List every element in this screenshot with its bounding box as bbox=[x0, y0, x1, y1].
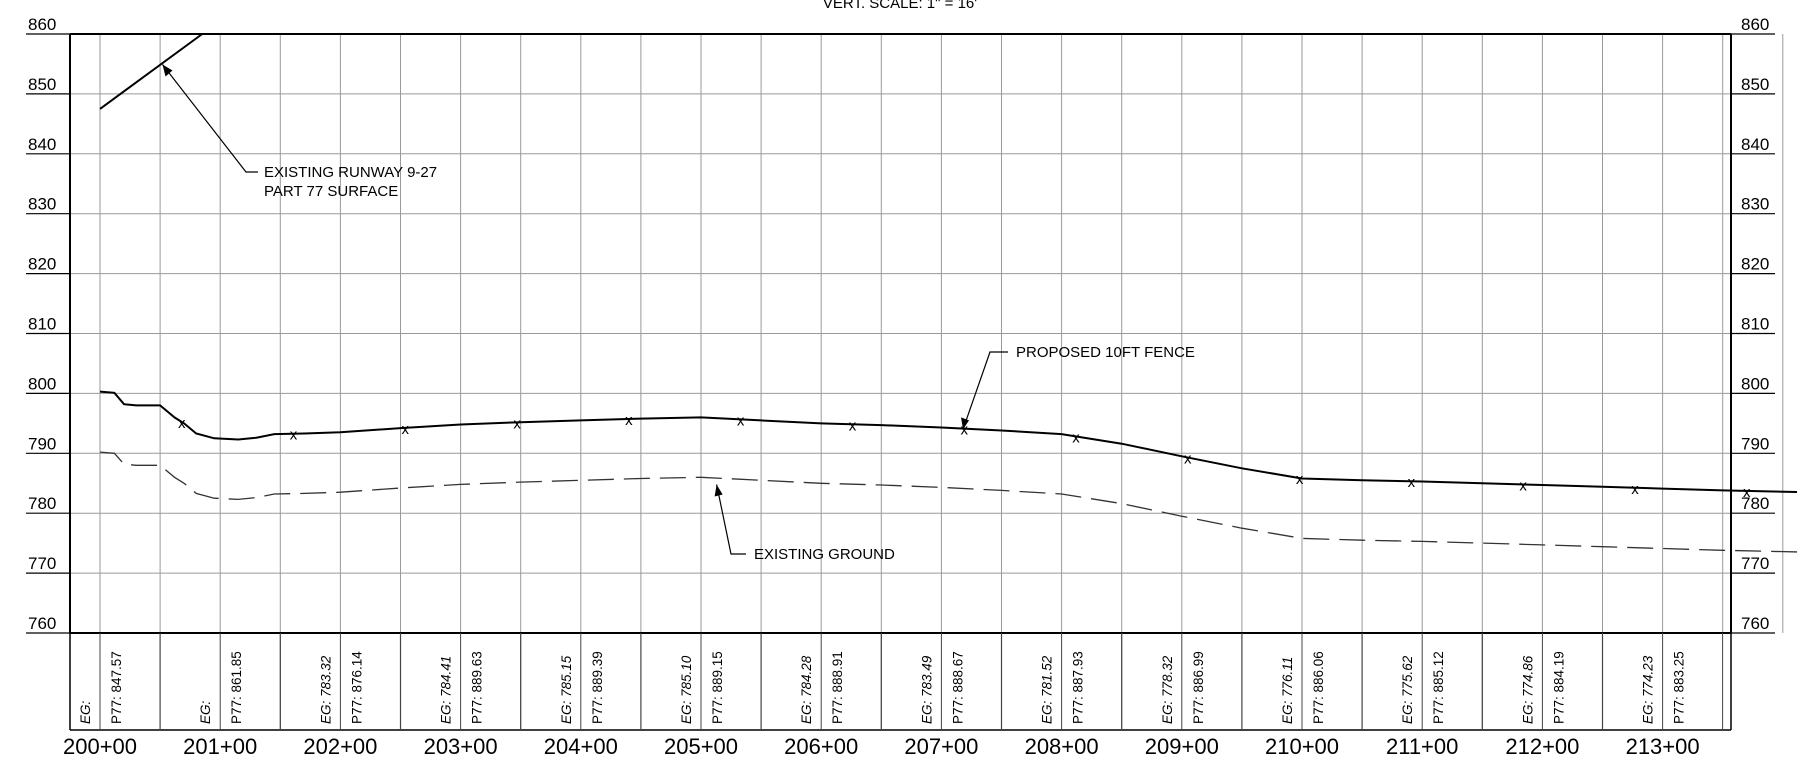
elev-label-right: 780 bbox=[1741, 494, 1769, 513]
station-label: 212+00 bbox=[1505, 734, 1579, 759]
elev-label-left: 820 bbox=[28, 255, 56, 274]
eg-value: EG: 778.32 bbox=[1160, 655, 1175, 724]
elev-label-right: 820 bbox=[1741, 255, 1769, 274]
fence-marker: x bbox=[737, 412, 745, 429]
eg-value: EG: 774.23 bbox=[1641, 655, 1656, 724]
p77-value: P77: 889.15 bbox=[710, 651, 725, 724]
station-label: 213+00 bbox=[1626, 734, 1700, 759]
station-label: 207+00 bbox=[904, 734, 978, 759]
fence-marker: x bbox=[1631, 481, 1639, 498]
p77-value: P77: 888.91 bbox=[830, 651, 845, 724]
fence-marker: x bbox=[1296, 471, 1304, 488]
station-label: 201+00 bbox=[183, 734, 257, 759]
station-label: 205+00 bbox=[664, 734, 738, 759]
eg-value: EG: 783.49 bbox=[919, 655, 934, 724]
ground-leader bbox=[716, 484, 746, 555]
existing-ground-line bbox=[99, 451, 1797, 553]
fence-marker: x bbox=[1519, 477, 1527, 494]
grid bbox=[69, 33, 1784, 634]
fence-marker: x bbox=[513, 415, 521, 432]
elev-label-left: 780 bbox=[28, 494, 56, 513]
runway-callout-text: PART 77 SURFACE bbox=[264, 183, 398, 200]
station-label: 206+00 bbox=[784, 734, 858, 759]
eg-value: EG: bbox=[78, 700, 93, 724]
p77-value: P77: 883.25 bbox=[1672, 651, 1687, 724]
station-label: 210+00 bbox=[1265, 734, 1339, 759]
runway-part77-line bbox=[99, 33, 203, 110]
series-group: x x x x x x x x x x x x x x x bbox=[99, 33, 1797, 553]
eg-value: EG: 775.62 bbox=[1400, 655, 1415, 724]
annotations: EXISTING RUNWAY 9-27 PART 77 SURFACE PROPO… bbox=[162, 64, 1195, 563]
elev-label-right: 760 bbox=[1741, 614, 1769, 633]
station-label: 204+00 bbox=[544, 734, 618, 759]
p77-value: P77: 887.93 bbox=[1071, 651, 1086, 724]
eg-value: EG: 784.41 bbox=[439, 656, 454, 724]
elev-label-right: 770 bbox=[1741, 554, 1769, 573]
elev-label-left: 850 bbox=[28, 75, 56, 94]
p77-value: P77: 876.14 bbox=[349, 651, 364, 724]
eg-value: EG: 774.86 bbox=[1520, 655, 1535, 724]
elev-label-left: 800 bbox=[28, 374, 56, 393]
proposed-fence-line bbox=[99, 390, 1797, 494]
p77-value: P77: 888.67 bbox=[950, 651, 965, 724]
elev-label-right: 790 bbox=[1741, 434, 1769, 453]
runway-leader bbox=[162, 64, 258, 173]
fence-leader bbox=[962, 351, 1008, 430]
p77-value: P77: 861.85 bbox=[229, 651, 244, 724]
station-label: 208+00 bbox=[1025, 734, 1099, 759]
elev-label-right: 810 bbox=[1741, 315, 1769, 334]
station-label: 202+00 bbox=[303, 734, 377, 759]
eg-value: EG: 785.15 bbox=[559, 655, 574, 724]
axis-labels: 860 860 850 850 840 840 830 830 820 820 810 810 800 8… bbox=[26, 15, 1775, 759]
runway-arrowhead bbox=[162, 64, 173, 77]
fence-callout-text: PROPOSED 10FT FENCE bbox=[1016, 344, 1195, 361]
eg-value: EG: bbox=[198, 700, 213, 724]
elev-label-right: 860 bbox=[1741, 15, 1769, 34]
elev-label-left: 770 bbox=[28, 554, 56, 573]
fence-marker: x bbox=[849, 417, 857, 434]
fence-marker: x bbox=[402, 421, 410, 438]
station-label: 203+00 bbox=[424, 734, 498, 759]
ground-arrowhead bbox=[714, 484, 723, 497]
fence-marker: x bbox=[1408, 474, 1416, 491]
eg-value: EG: 784.28 bbox=[799, 655, 814, 724]
runway-callout-text: EXISTING RUNWAY 9-27 bbox=[264, 164, 437, 181]
elev-label-left: 840 bbox=[28, 135, 56, 154]
eg-value: EG: 776.11 bbox=[1280, 657, 1295, 724]
elev-label-left: 830 bbox=[28, 195, 56, 214]
p77-value: P77: 886.99 bbox=[1191, 651, 1206, 724]
scale-note: VERT. SCALE: 1" = 16' bbox=[823, 0, 977, 12]
elev-label-right: 850 bbox=[1741, 75, 1769, 94]
p77-value: P77: 889.39 bbox=[590, 651, 605, 724]
p77-value: P77: 886.06 bbox=[1311, 651, 1326, 724]
elev-label-left: 810 bbox=[28, 315, 56, 334]
elev-label-left: 760 bbox=[28, 614, 56, 633]
ground-callout-text: EXISTING GROUND bbox=[754, 546, 895, 563]
station-label: 211+00 bbox=[1386, 734, 1458, 759]
station-label: 200+00 bbox=[63, 734, 137, 759]
station-label: 209+00 bbox=[1145, 734, 1219, 759]
data-table: EG: P77: 847.57 EG: P77: 861.85 EG: 783.32 P7… bbox=[69, 633, 1732, 731]
fence-marker: x bbox=[290, 427, 298, 444]
p77-value: P77: 889.63 bbox=[470, 651, 485, 724]
eg-value: EG: 781.52 bbox=[1040, 655, 1055, 724]
fence-marker: x bbox=[1184, 450, 1192, 467]
elev-label-right: 830 bbox=[1741, 195, 1769, 214]
fence-marker: x bbox=[178, 415, 186, 432]
fence-marker: x bbox=[960, 422, 968, 439]
elev-label-right: 800 bbox=[1741, 374, 1769, 393]
elev-label-left: 860 bbox=[28, 15, 56, 34]
fence-marker: x bbox=[625, 412, 633, 429]
elev-label-right: 840 bbox=[1741, 135, 1769, 154]
p77-value: P77: 884.19 bbox=[1551, 651, 1566, 724]
elev-label-left: 790 bbox=[28, 434, 56, 453]
fence-arrowhead bbox=[961, 417, 970, 430]
fence-marker: x bbox=[1743, 484, 1751, 501]
fence-marker: x bbox=[1072, 429, 1080, 446]
p77-value: P77: 847.57 bbox=[109, 651, 124, 724]
p77-value: P77: 885.12 bbox=[1431, 651, 1446, 724]
eg-value: EG: 783.32 bbox=[318, 655, 333, 724]
eg-value: EG: 785.10 bbox=[679, 655, 694, 724]
